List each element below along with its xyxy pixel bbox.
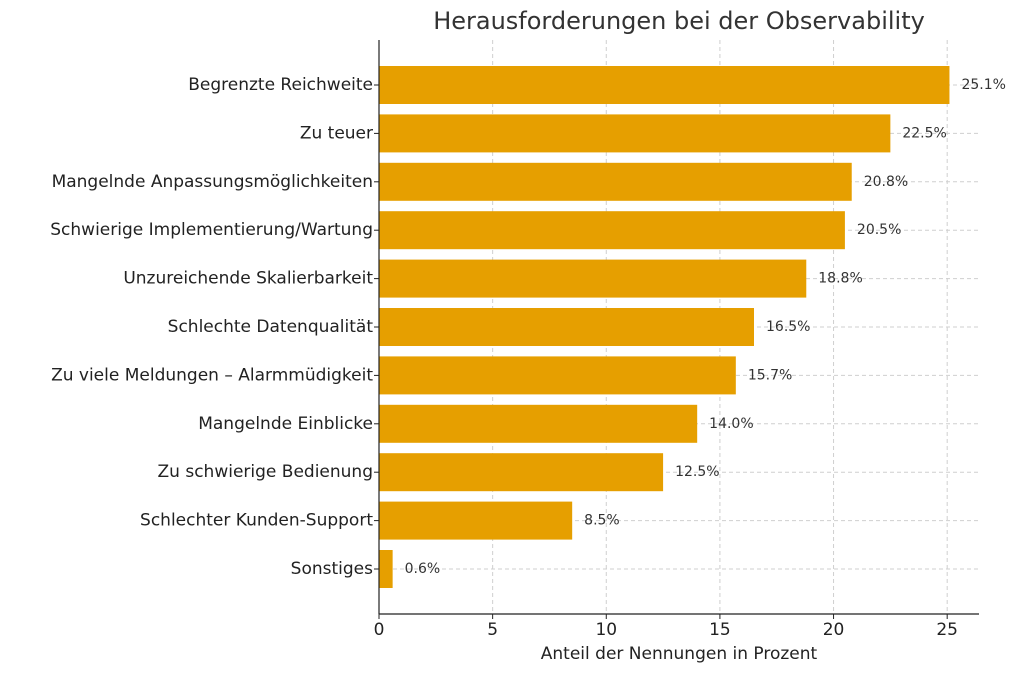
value-label: 22.5% [902, 125, 946, 141]
y-tick-label: Zu teuer [300, 123, 373, 143]
x-axis-label: Anteil der Nennungen in Prozent [541, 644, 818, 664]
bar [379, 259, 807, 298]
x-tick-label: 20 [823, 620, 845, 640]
value-label: 25.1% [961, 77, 1005, 93]
value-label: 20.8% [864, 174, 908, 190]
value-label: 12.5% [675, 464, 719, 480]
bar [379, 162, 852, 201]
y-tick-label: Sonstiges [291, 559, 373, 579]
value-label: 14.0% [709, 416, 753, 432]
bar [379, 356, 736, 395]
y-tick-label: Zu viele Meldungen – Alarmmüdigkeit [51, 365, 373, 385]
value-label: 20.5% [857, 222, 901, 238]
x-tick-label: 15 [709, 620, 731, 640]
x-tick-label: 0 [374, 620, 385, 640]
bar [379, 211, 845, 250]
y-tick-label: Schlechter Kunden-Support [140, 511, 373, 531]
y-tick-label: Schwierige Implementierung/Wartung [50, 220, 373, 240]
y-tick-label: Schlechte Datenqualität [168, 317, 374, 337]
bar [379, 453, 664, 492]
x-tick-label: 5 [487, 620, 498, 640]
x-tick-label: 10 [595, 620, 617, 640]
chart-title: Herausforderungen bei der Observability [433, 7, 925, 35]
x-tick-label: 25 [936, 620, 958, 640]
value-label: 15.7% [748, 367, 792, 383]
y-tick-label: Zu schwierige Bedienung [158, 462, 373, 482]
bar [379, 550, 393, 588]
bar [379, 114, 891, 153]
y-tick-label: Begrenzte Reichweite [188, 75, 373, 95]
value-label: 18.8% [818, 271, 862, 287]
y-tick-label: Mangelnde Anpassungsmöglichkeiten [52, 172, 373, 192]
value-label: 8.5% [584, 513, 620, 529]
bar [379, 404, 698, 443]
y-tick-label: Mangelnde Einblicke [198, 414, 373, 434]
value-label: 0.6% [405, 561, 441, 577]
bar [379, 66, 950, 104]
bar [379, 501, 573, 540]
y-tick-label: Unzureichende Skalierbarkeit [123, 269, 373, 289]
value-label: 16.5% [766, 319, 810, 335]
bar [379, 308, 754, 346]
